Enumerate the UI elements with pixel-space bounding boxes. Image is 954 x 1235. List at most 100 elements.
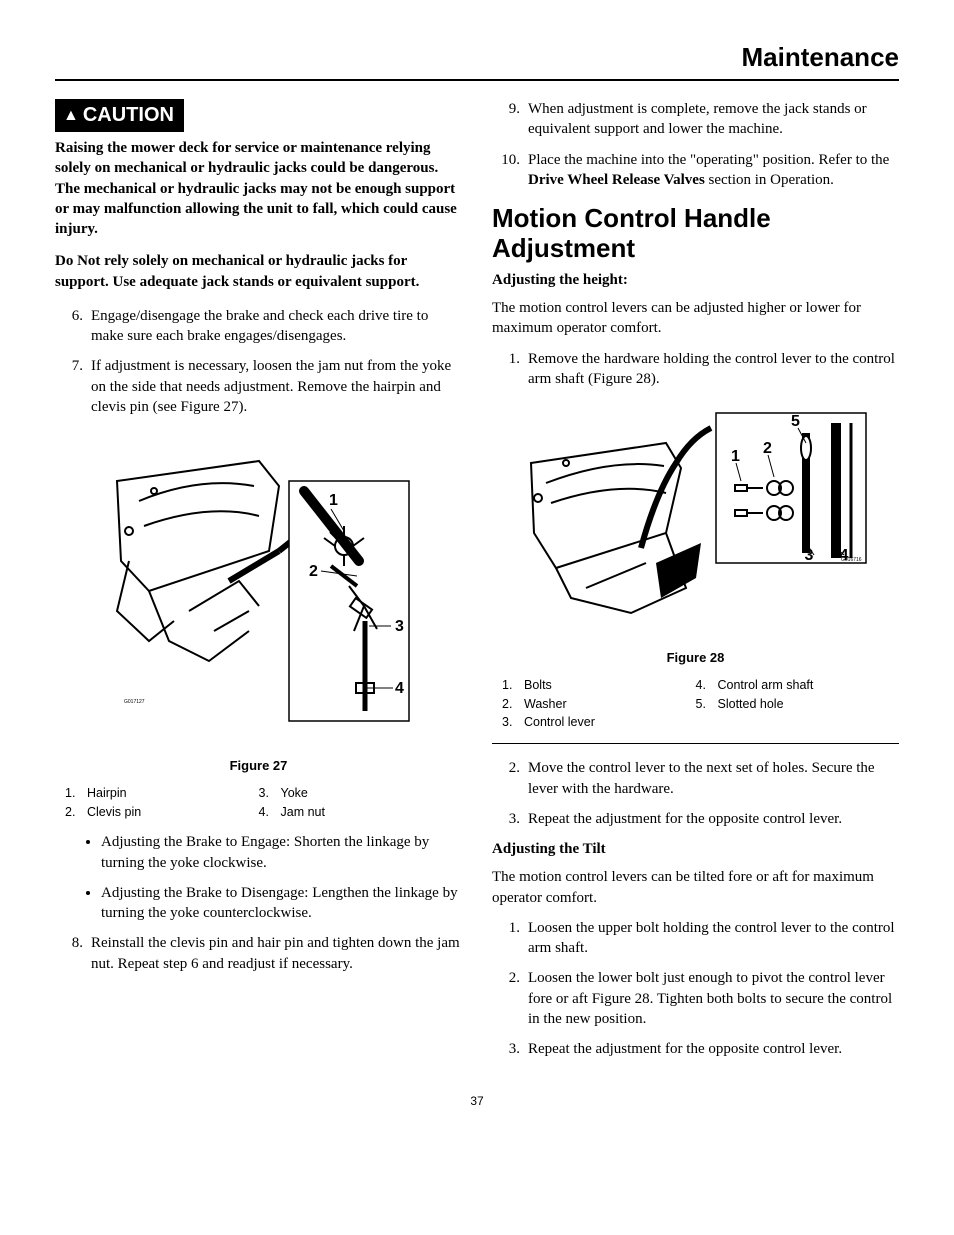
height-subtitle: Adjusting the height: xyxy=(492,270,899,290)
step-7: 7. If adjustment is necessary, loosen th… xyxy=(55,356,462,417)
legend-num: 1. xyxy=(65,785,87,802)
left-column: ▲CAUTION Raising the mower deck for serv… xyxy=(55,99,462,1069)
step-8: 8. Reinstall the clevis pin and hair pin… xyxy=(55,933,462,974)
caution-body: Raising the mower deck for service or ma… xyxy=(55,138,462,292)
step-10: 10. Place the machine into the "operatin… xyxy=(492,150,899,191)
page-number: 37 xyxy=(55,1093,899,1109)
fig28-label-1: 1 xyxy=(731,448,740,465)
legend-num: 3. xyxy=(259,785,281,802)
step-num: 3. xyxy=(492,809,528,829)
legend-text: Control arm shaft xyxy=(718,677,814,694)
step-num: 7. xyxy=(55,356,91,417)
step-num: 1. xyxy=(492,918,528,959)
step-num: 10. xyxy=(492,150,528,191)
step-body: Reinstall the clevis pin and hair pin an… xyxy=(91,933,462,974)
fig28-label-5: 5 xyxy=(791,413,800,430)
figure-28-caption: Figure 28 xyxy=(492,649,899,667)
legend-num: 2. xyxy=(502,696,524,713)
step-num: 2. xyxy=(492,968,528,1029)
figure-27: 1 2 3 4 G017127 Figure 27 1.Hairpin 2.Cl… xyxy=(55,431,462,822)
tilt-step-3: 3. Repeat the adjustment for the opposit… xyxy=(492,1039,899,1059)
step-10-bold: Drive Wheel Release Valves xyxy=(528,172,705,188)
tilt-steps: 1. Loosen the upper bolt holding the con… xyxy=(492,918,899,1060)
caution-para-1: Raising the mower deck for service or ma… xyxy=(55,138,462,239)
fig28-label-3: 3 xyxy=(804,547,813,564)
step-9: 9. When adjustment is complete, remove t… xyxy=(492,99,899,140)
two-column-layout: ▲CAUTION Raising the mower deck for serv… xyxy=(55,99,899,1069)
fig28-refcode: G016716 xyxy=(841,557,862,563)
legend-text: Control lever xyxy=(524,714,595,731)
figure-27-legend: 1.Hairpin 2.Clevis pin 3.Yoke 4.Jam nut xyxy=(55,785,462,823)
figure-28-legend: 1.Bolts 2.Washer 3.Control lever 4.Contr… xyxy=(492,677,899,734)
legend-num: 3. xyxy=(502,714,524,731)
figure-28-svg: 1 2 3 4 5 G016716 xyxy=(516,403,876,643)
step-body: Loosen the lower bolt just enough to piv… xyxy=(528,968,899,1029)
caution-block: ▲CAUTION Raising the mower deck for serv… xyxy=(55,99,462,292)
step-num: 8. xyxy=(55,933,91,974)
fig27-label-4: 4 xyxy=(395,680,404,697)
figure-27-caption: Figure 27 xyxy=(55,757,462,775)
caution-badge: ▲CAUTION xyxy=(55,99,184,132)
caution-label: CAUTION xyxy=(83,104,174,126)
page-header: Maintenance xyxy=(55,40,899,81)
caution-para-2: Do Not rely solely on mechanical or hydr… xyxy=(55,251,462,292)
figure-28-rule xyxy=(492,743,899,744)
fig27-refcode: G017127 xyxy=(124,699,145,705)
step-num: 9. xyxy=(492,99,528,140)
tilt-subtitle: Adjusting the Tilt xyxy=(492,839,899,859)
step-num: 6. xyxy=(55,306,91,347)
legend-text: Bolts xyxy=(524,677,552,694)
warning-icon: ▲ xyxy=(63,105,79,127)
step-body: Engage/disengage the brake and check eac… xyxy=(91,306,462,347)
step-num: 2. xyxy=(492,758,528,799)
fig28-label-2: 2 xyxy=(763,440,772,457)
figure-28: 1 2 3 4 5 G016716 Figure 28 1.Bolts 2.Wa… xyxy=(492,403,899,744)
height-steps-1: 1. Remove the hardware holding the contr… xyxy=(492,349,899,390)
step-num: 1. xyxy=(492,349,528,390)
step-10-b: section in Operation. xyxy=(705,172,834,188)
tilt-step-1: 1. Loosen the upper bolt holding the con… xyxy=(492,918,899,959)
step-body: Remove the hardware holding the control … xyxy=(528,349,899,390)
left-steps-6-7: 6. Engage/disengage the brake and check … xyxy=(55,306,462,417)
step-body: Move the control lever to the next set o… xyxy=(528,758,899,799)
step-10-a: Place the machine into the "operating" p… xyxy=(528,152,889,168)
step-body: Repeat the adjustment for the opposite c… xyxy=(528,809,899,829)
height-step-2: 2. Move the control lever to the next se… xyxy=(492,758,899,799)
legend-text: Clevis pin xyxy=(87,804,141,821)
right-steps-9-10: 9. When adjustment is complete, remove t… xyxy=(492,99,899,190)
figure-27-svg: 1 2 3 4 G017127 xyxy=(99,431,419,751)
section-title: Motion Control Handle Adjustment xyxy=(492,204,899,264)
step-body: Place the machine into the "operating" p… xyxy=(528,150,899,191)
step-body: If adjustment is necessary, loosen the j… xyxy=(91,356,462,417)
legend-num: 4. xyxy=(696,677,718,694)
step-body: Repeat the adjustment for the opposite c… xyxy=(528,1039,899,1059)
step-6: 6. Engage/disengage the brake and check … xyxy=(55,306,462,347)
legend-text: Slotted hole xyxy=(718,696,784,713)
step-body: Loosen the upper bolt holding the contro… xyxy=(528,918,899,959)
tilt-intro: The motion control levers can be tilted … xyxy=(492,867,899,908)
tilt-step-2: 2. Loosen the lower bolt just enough to … xyxy=(492,968,899,1029)
fig27-label-2: 2 xyxy=(309,563,318,580)
left-step-8: 8. Reinstall the clevis pin and hair pin… xyxy=(55,933,462,974)
fig27-label-1: 1 xyxy=(329,492,338,509)
legend-num: 1. xyxy=(502,677,524,694)
left-bullets: Adjusting the Brake to Engage: Shorten t… xyxy=(55,832,462,923)
legend-text: Yoke xyxy=(281,785,308,802)
height-step-1: 1. Remove the hardware holding the contr… xyxy=(492,349,899,390)
legend-num: 5. xyxy=(696,696,718,713)
legend-text: Jam nut xyxy=(281,804,325,821)
height-step-3: 3. Repeat the adjustment for the opposit… xyxy=(492,809,899,829)
height-intro: The motion control levers can be adjuste… xyxy=(492,298,899,339)
bullet-1: Adjusting the Brake to Engage: Shorten t… xyxy=(101,832,462,873)
step-body: When adjustment is complete, remove the … xyxy=(528,99,899,140)
height-steps-2-3: 2. Move the control lever to the next se… xyxy=(492,758,899,829)
bullet-2: Adjusting the Brake to Disengage: Length… xyxy=(101,883,462,924)
header-title: Maintenance xyxy=(742,42,900,72)
right-column: 9. When adjustment is complete, remove t… xyxy=(492,99,899,1069)
legend-text: Washer xyxy=(524,696,567,713)
step-num: 3. xyxy=(492,1039,528,1059)
legend-num: 4. xyxy=(259,804,281,821)
legend-text: Hairpin xyxy=(87,785,127,802)
fig27-label-3: 3 xyxy=(395,618,404,635)
legend-num: 2. xyxy=(65,804,87,821)
